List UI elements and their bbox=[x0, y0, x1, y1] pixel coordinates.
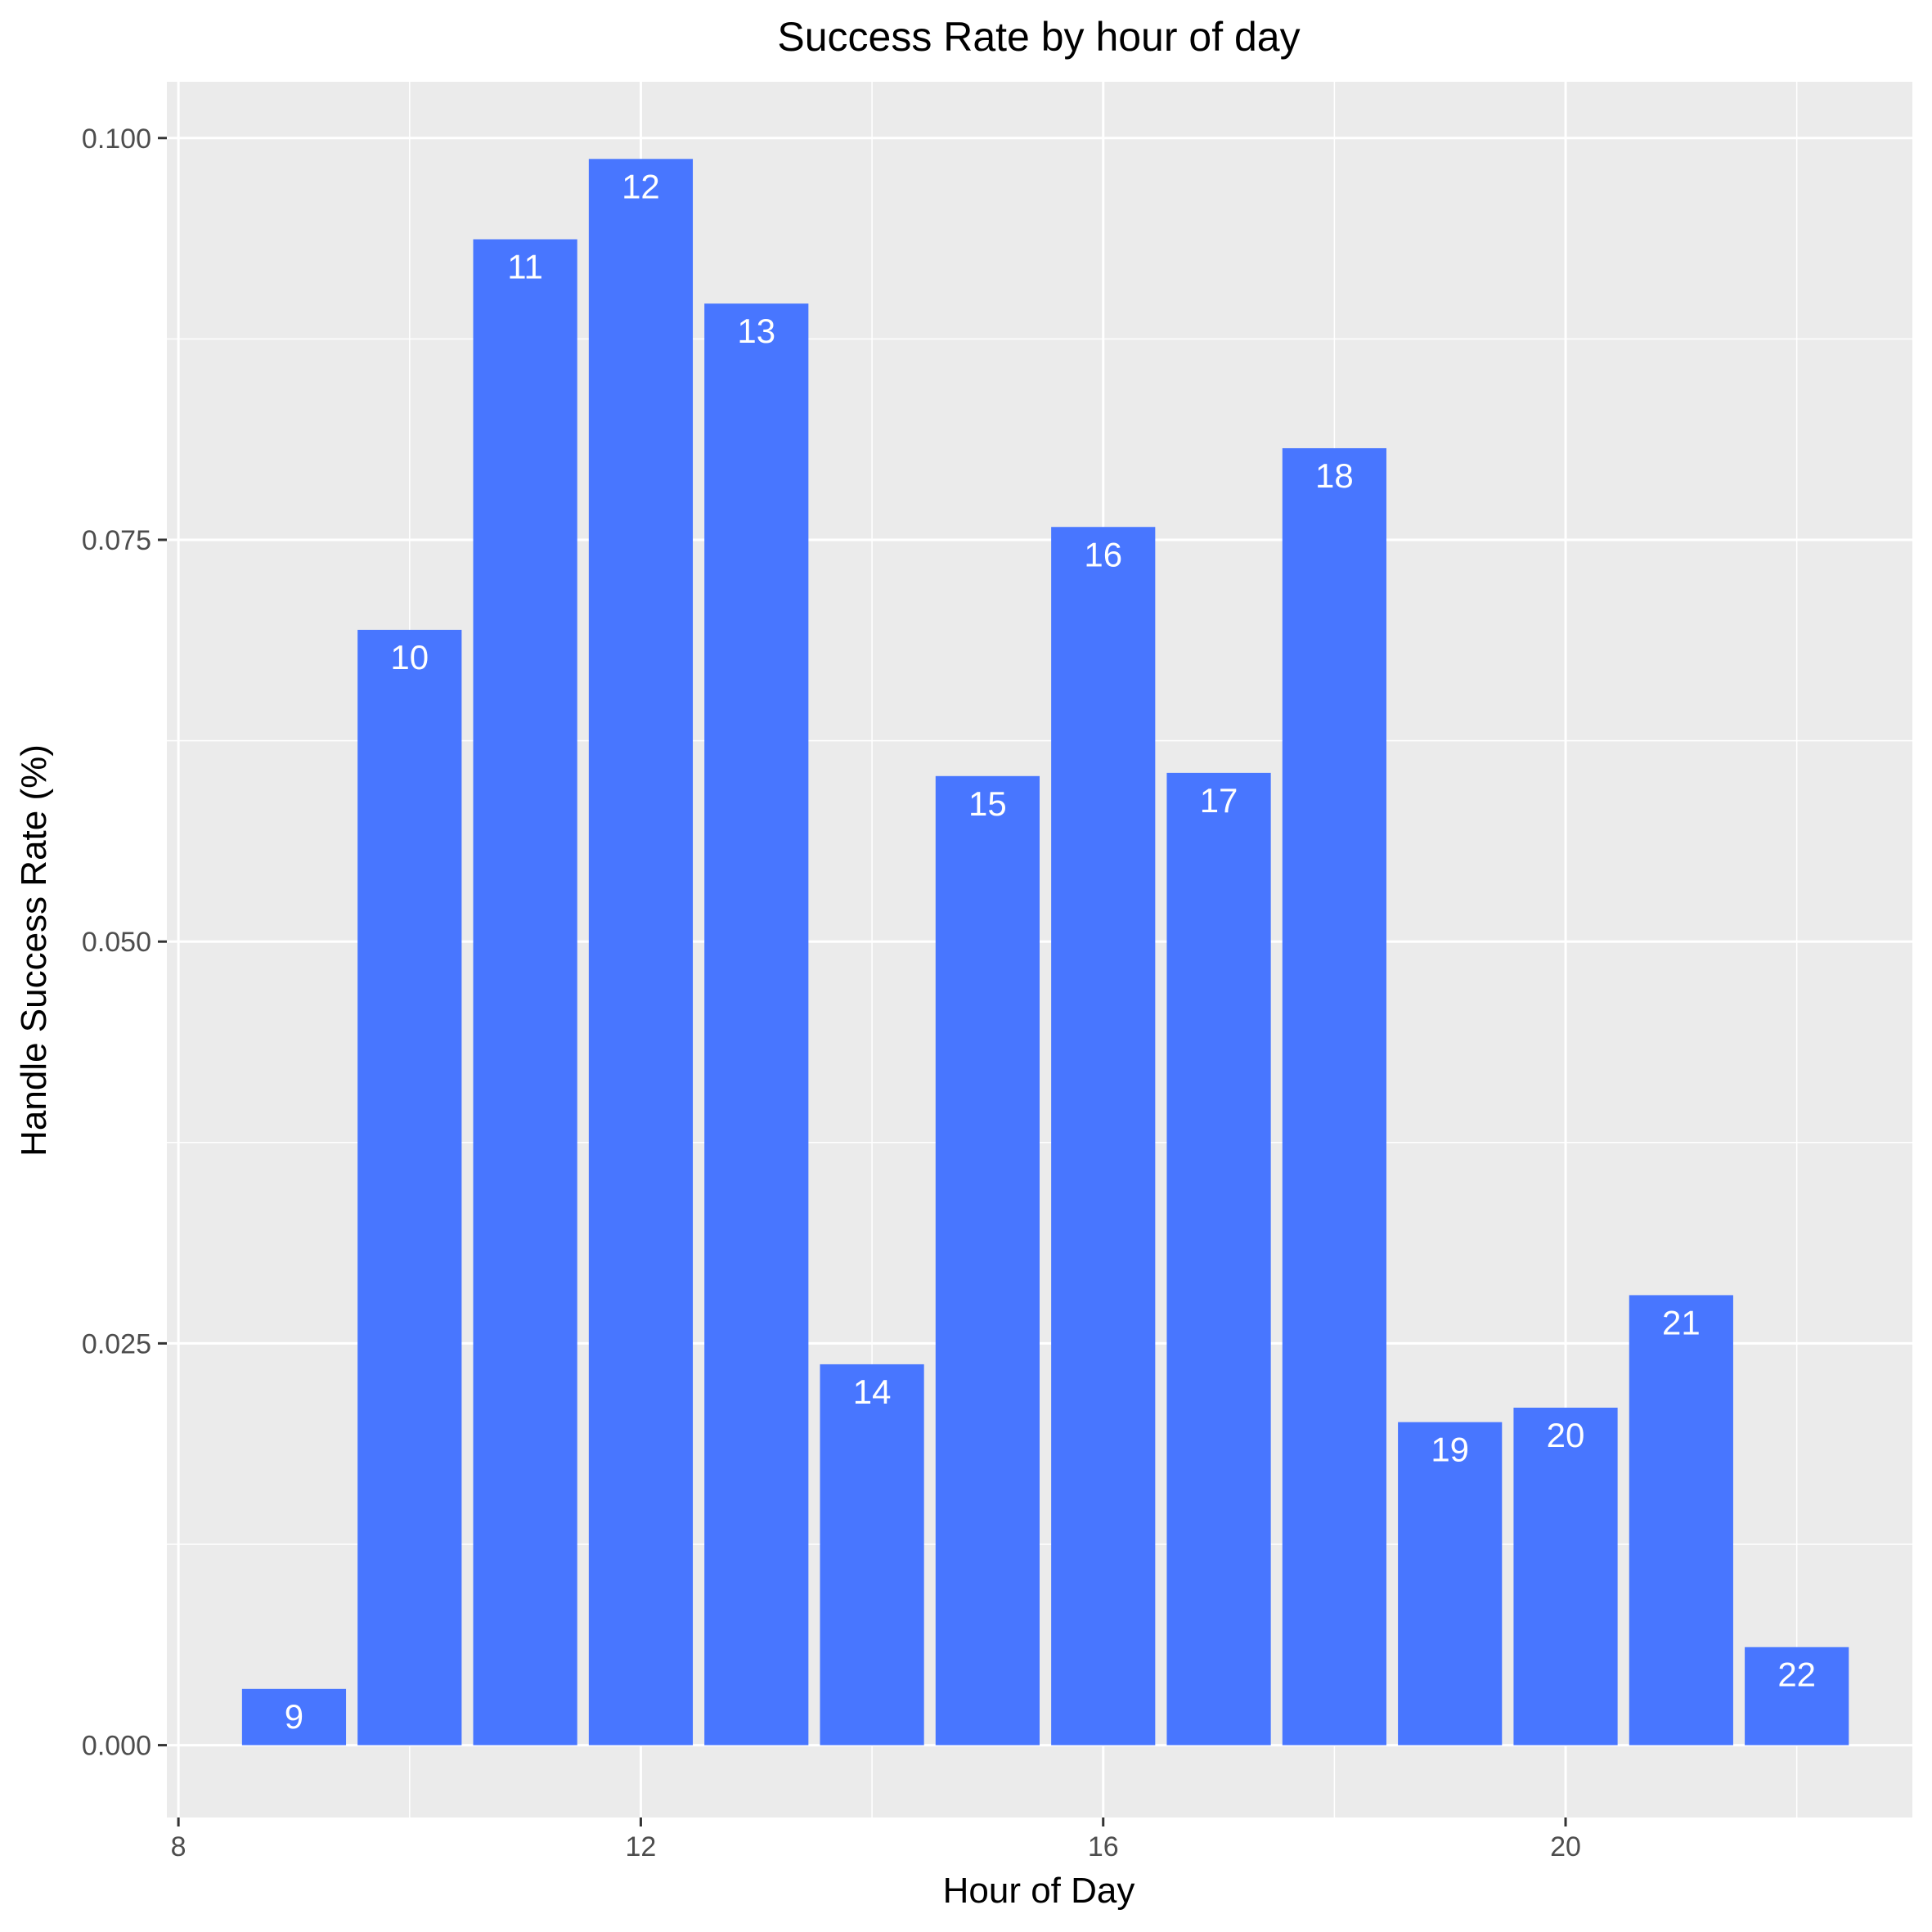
x-tick-label: 12 bbox=[626, 1831, 657, 1862]
bar-hour-10 bbox=[357, 630, 462, 1746]
y-tick-label: 0.050 bbox=[82, 927, 151, 958]
bars bbox=[241, 159, 1849, 1746]
bar-label-hour-10: 10 bbox=[390, 638, 429, 676]
bar-label-hour-16: 16 bbox=[1084, 535, 1122, 573]
bar-label-hour-9: 9 bbox=[285, 1697, 303, 1736]
bar-label-hour-11: 11 bbox=[507, 248, 543, 286]
y-axis-title: Handle Success Rate (%) bbox=[14, 744, 54, 1157]
y-tick-label: 0.075 bbox=[82, 525, 151, 556]
y-tick-label: 0.025 bbox=[82, 1328, 151, 1359]
x-tick-label: 16 bbox=[1088, 1831, 1119, 1862]
bar-hour-15 bbox=[935, 775, 1040, 1746]
y-axis: 0.000 0.025 0.050 0.075 0.100 bbox=[82, 124, 167, 1762]
bar-label-hour-13: 13 bbox=[737, 312, 775, 350]
x-tick-label: 8 bbox=[171, 1831, 186, 1862]
bar-hour-16 bbox=[1051, 527, 1156, 1746]
chart-title: Success Rate by hour of day bbox=[777, 14, 1300, 60]
y-tick-label: 0.100 bbox=[82, 124, 151, 155]
bar-hour-22 bbox=[1745, 1647, 1849, 1746]
bar-label-hour-12: 12 bbox=[622, 167, 660, 205]
bar-label-hour-22: 22 bbox=[1777, 1656, 1816, 1694]
bar-label-hour-20: 20 bbox=[1547, 1416, 1585, 1454]
y-tick-label: 0.000 bbox=[82, 1731, 151, 1762]
bar-label-hour-17: 17 bbox=[1200, 781, 1238, 820]
bar-hour-18 bbox=[1282, 447, 1386, 1746]
bar-label-hour-19: 19 bbox=[1431, 1431, 1469, 1469]
bar-hour-17 bbox=[1166, 772, 1271, 1746]
bar-label-hour-14: 14 bbox=[853, 1373, 892, 1411]
bar-label-hour-15: 15 bbox=[968, 784, 1007, 823]
bar-hour-11 bbox=[473, 239, 577, 1746]
x-axis: 8 12 16 20 bbox=[171, 1817, 1581, 1862]
bar-hour-14 bbox=[820, 1364, 924, 1746]
bar-hour-21 bbox=[1629, 1295, 1733, 1746]
bar-label-hour-21: 21 bbox=[1662, 1303, 1701, 1341]
bar-hour-13 bbox=[704, 303, 809, 1746]
bar-hour-12 bbox=[588, 159, 694, 1746]
bar-hour-9 bbox=[241, 1688, 347, 1746]
x-tick-label: 20 bbox=[1550, 1831, 1581, 1862]
bar-hour-20 bbox=[1513, 1407, 1618, 1746]
bar-label-hour-18: 18 bbox=[1315, 456, 1354, 495]
bar-hour-19 bbox=[1398, 1422, 1503, 1746]
x-axis-title: Hour of Day bbox=[943, 1871, 1135, 1911]
bar-labels: 9 10 11 12 13 14 15 16 17 18 19 20 21 22 bbox=[285, 167, 1816, 1736]
